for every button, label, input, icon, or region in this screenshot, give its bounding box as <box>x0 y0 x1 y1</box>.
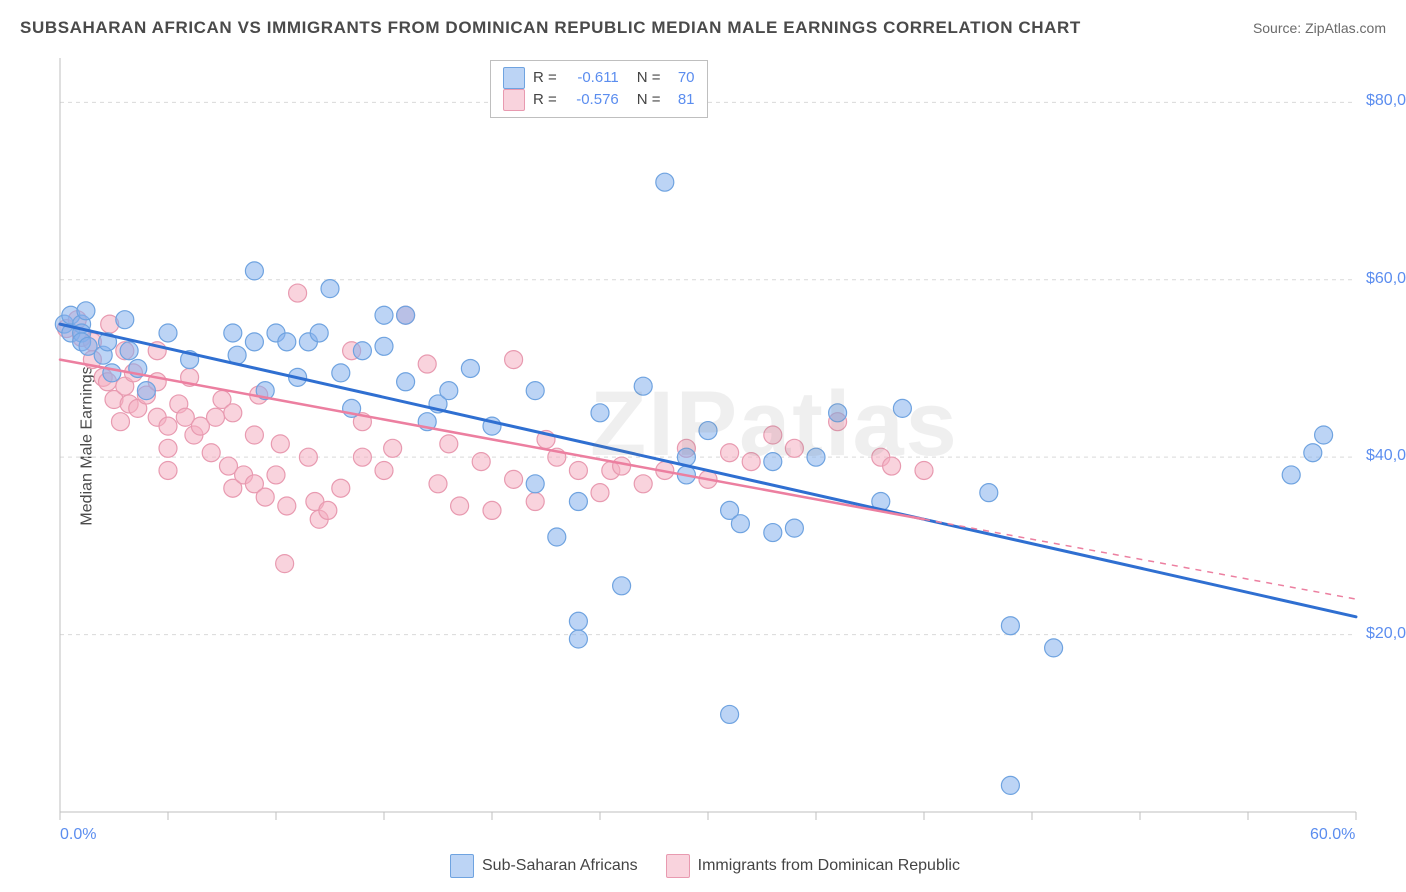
legend-label: Sub-Saharan Africans <box>482 855 638 877</box>
x-tick-label: 0.0% <box>60 826 96 844</box>
y-tick-label: $20,000 <box>1366 625 1406 643</box>
legend-series: Sub-Saharan Africans Immigrants from Domi… <box>450 854 960 878</box>
plot-area: ZIPatlas R =-0.611N =70R =-0.576N =81 <box>50 52 1386 842</box>
chart-header: SUBSAHARAN AFRICAN VS IMMIGRANTS FROM DO… <box>20 18 1386 38</box>
legend-label: Immigrants from Dominican Republic <box>698 855 960 877</box>
n-label: N = <box>637 67 661 89</box>
legend-row: R = -0.576 N = 81 <box>503 89 695 111</box>
y-tick-label: $80,000 <box>1366 92 1406 110</box>
legend-item: Sub-Saharan Africans <box>450 854 638 878</box>
n-value: 70 <box>669 67 695 89</box>
legend-item: Immigrants from Dominican Republic <box>666 854 960 878</box>
legend-correlation: R = -0.611 N = 70 R = -0.576 N = 81 <box>490 60 708 118</box>
n-label: N = <box>637 89 661 111</box>
y-tick-label: $40,000 <box>1366 447 1406 465</box>
r-label: R = <box>533 89 557 111</box>
chart-svg <box>50 52 1386 842</box>
chart-title: SUBSAHARAN AFRICAN VS IMMIGRANTS FROM DO… <box>20 18 1081 38</box>
n-value: 81 <box>669 89 695 111</box>
legend-row: R = -0.611 N = 70 <box>503 67 695 89</box>
legend-swatch-icon <box>666 854 690 878</box>
legend-swatch-icon <box>503 89 525 111</box>
legend-swatch-icon <box>450 854 474 878</box>
r-value: -0.576 <box>565 89 619 111</box>
chart-source: Source: ZipAtlas.com <box>1253 20 1386 36</box>
r-value: -0.611 <box>565 67 619 89</box>
legend-swatch-icon <box>503 67 525 89</box>
r-label: R = <box>533 67 557 89</box>
y-tick-label: $60,000 <box>1366 270 1406 288</box>
x-tick-label: 60.0% <box>1310 826 1355 844</box>
